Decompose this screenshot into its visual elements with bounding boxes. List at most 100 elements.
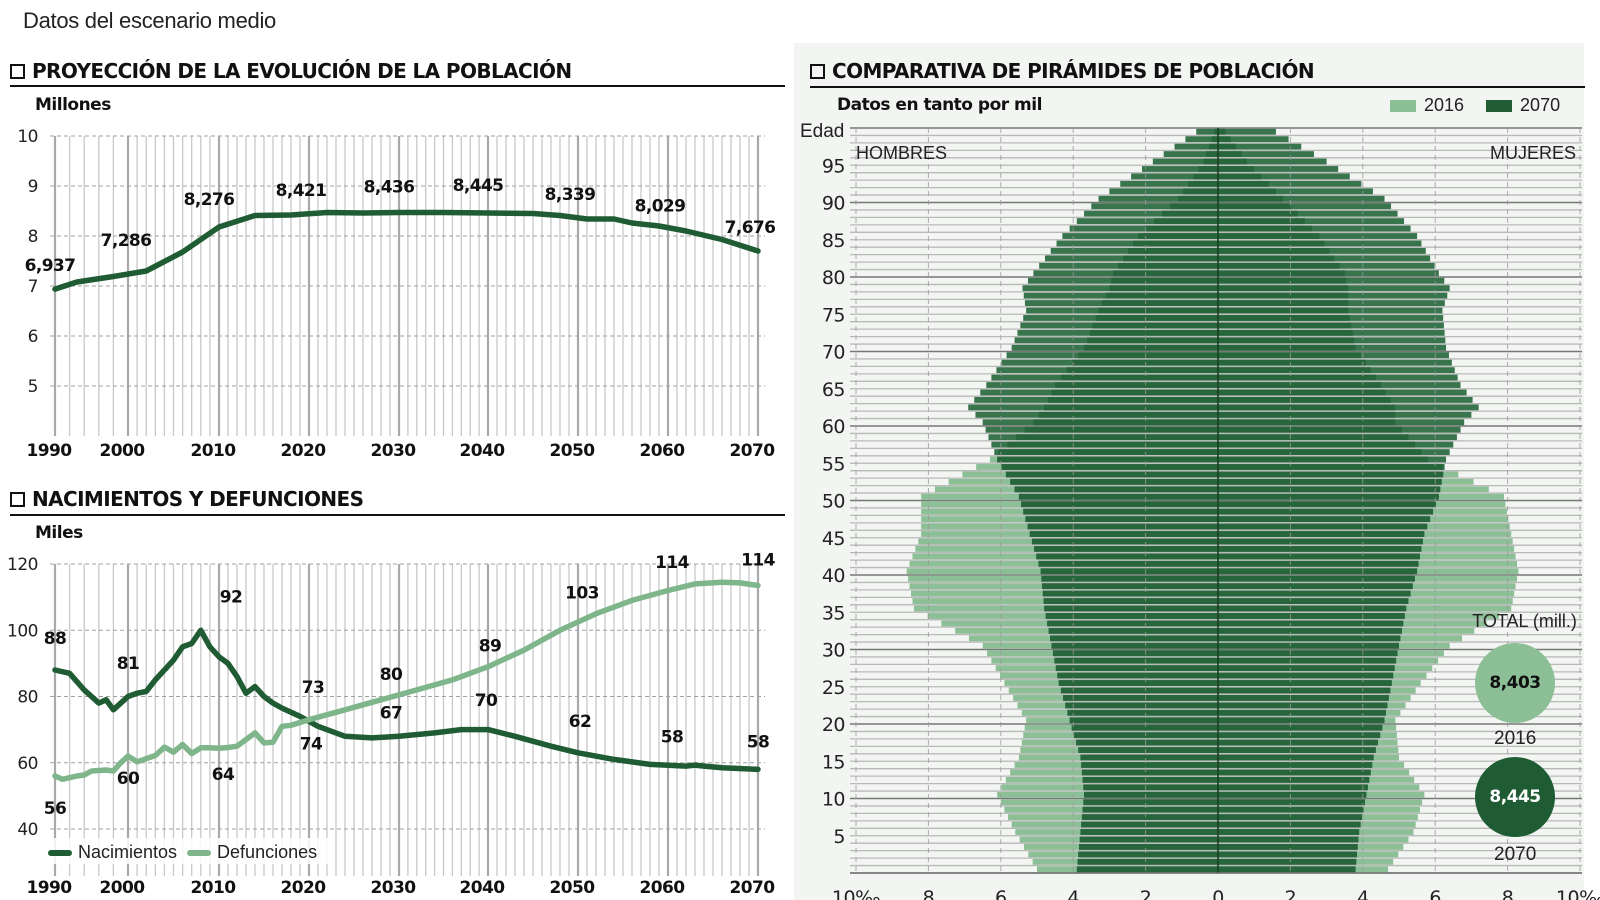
svg-text:8,029: 8,029 [635, 197, 686, 217]
svg-text:40: 40 [822, 565, 845, 587]
svg-text:62: 62 [569, 712, 591, 732]
deaths-legend-swatch [187, 849, 212, 856]
svg-text:58: 58 [747, 733, 769, 753]
svg-text:2060: 2060 [640, 878, 686, 898]
chart-subtitle: Datos del escenario medio [23, 8, 276, 33]
svg-text:2010: 2010 [191, 441, 237, 461]
svg-text:103: 103 [565, 583, 599, 603]
svg-text:120: 120 [7, 555, 38, 575]
svg-text:2: 2 [1285, 887, 1297, 900]
births-legend-label: Nacimientos [78, 842, 178, 862]
svg-text:73: 73 [302, 678, 324, 698]
pyramid-unit-label: Datos en tanto por mil [837, 95, 1042, 115]
svg-text:4: 4 [1357, 887, 1369, 900]
svg-text:60: 60 [822, 416, 845, 438]
svg-text:2030: 2030 [371, 878, 417, 898]
svg-text:65: 65 [822, 379, 845, 401]
svg-text:8,445: 8,445 [453, 176, 504, 196]
svg-text:10‰: 10‰ [832, 887, 880, 900]
svg-text:30: 30 [822, 640, 845, 662]
svg-text:2060: 2060 [640, 441, 686, 461]
legend-2016-swatch [1390, 99, 1416, 112]
svg-text:92: 92 [220, 587, 242, 607]
svg-text:2050: 2050 [550, 878, 596, 898]
svg-text:2: 2 [1140, 887, 1152, 900]
legend-2070-swatch [1486, 99, 1513, 112]
svg-text:8: 8 [923, 887, 935, 900]
svg-text:81: 81 [117, 654, 139, 674]
svg-text:114: 114 [741, 551, 775, 571]
svg-text:90: 90 [822, 193, 845, 215]
population-chart-title: PROYECCIÓN DE LA EVOLUCIÓN DE LA POBLACI… [10, 59, 572, 83]
age-axis-label: Edad [800, 121, 845, 142]
svg-text:95: 95 [822, 155, 845, 177]
legend-2070-label: 2070 [1520, 95, 1561, 115]
svg-text:85: 85 [822, 230, 845, 252]
births-deaths-legend: Nacimientos Defunciones [48, 842, 317, 863]
svg-text:2020: 2020 [281, 441, 327, 461]
svg-text:8,436: 8,436 [364, 178, 415, 198]
births-deaths-unit-label: Miles [35, 523, 83, 543]
pyramid-chart-title: COMPARATIVA DE PIRÁMIDES DE POBLACIÓN [810, 59, 1315, 83]
svg-text:1990: 1990 [27, 878, 73, 898]
births-deaths-title-rule [10, 514, 785, 516]
svg-text:55: 55 [822, 453, 845, 475]
svg-text:6,937: 6,937 [25, 256, 76, 276]
population-title-rule [10, 85, 785, 87]
svg-text:50: 50 [822, 491, 845, 513]
svg-text:9: 9 [28, 177, 38, 197]
svg-text:80: 80 [822, 267, 845, 289]
svg-text:2030: 2030 [371, 441, 417, 461]
svg-text:70: 70 [822, 342, 845, 364]
svg-text:5: 5 [833, 826, 845, 848]
svg-text:2020: 2020 [281, 878, 327, 898]
svg-text:10: 10 [17, 127, 38, 147]
svg-text:100: 100 [7, 621, 38, 641]
svg-text:80: 80 [380, 665, 403, 685]
svg-text:20: 20 [822, 714, 845, 736]
svg-text:67: 67 [380, 703, 402, 723]
total-2016-year: 2016 [1494, 728, 1537, 749]
svg-text:2050: 2050 [550, 441, 596, 461]
svg-text:2010: 2010 [191, 878, 237, 898]
svg-text:6: 6 [1429, 887, 1441, 900]
svg-text:25: 25 [822, 677, 845, 699]
total-2016-circle: 8,403 [1475, 643, 1555, 723]
svg-text:2000: 2000 [100, 878, 146, 898]
svg-text:58: 58 [661, 727, 683, 747]
section-square-icon [10, 491, 25, 507]
svg-text:0: 0 [1212, 887, 1224, 900]
svg-text:8,421: 8,421 [276, 181, 327, 201]
svg-text:8: 8 [28, 227, 38, 247]
legend-2016-label: 2016 [1424, 95, 1465, 115]
svg-text:60: 60 [117, 769, 140, 789]
svg-text:89: 89 [479, 636, 501, 656]
svg-text:64: 64 [212, 765, 235, 785]
svg-text:10: 10 [822, 789, 845, 811]
svg-text:15: 15 [822, 751, 845, 773]
svg-text:75: 75 [822, 304, 845, 326]
svg-text:7,286: 7,286 [101, 231, 152, 251]
svg-text:2040: 2040 [460, 441, 506, 461]
svg-text:7: 7 [28, 277, 38, 297]
svg-text:6: 6 [995, 887, 1007, 900]
births-deaths-title-text: NACIMIENTOS Y DEFUNCIONES [32, 487, 364, 511]
pyramid-legend: 2016 2070 [1390, 95, 1560, 116]
total-2070-circle: 8,445 [1475, 757, 1555, 837]
svg-text:56: 56 [44, 799, 66, 819]
svg-text:2070: 2070 [730, 878, 776, 898]
section-square-icon [10, 63, 25, 79]
svg-text:2040: 2040 [460, 878, 506, 898]
svg-text:8: 8 [1502, 887, 1514, 900]
women-label: MUJERES [1490, 143, 1577, 163]
svg-text:4: 4 [1067, 887, 1079, 900]
svg-text:88: 88 [44, 629, 66, 649]
total-2070-year: 2070 [1494, 844, 1537, 865]
births-deaths-chart-title: NACIMIENTOS Y DEFUNCIONES [10, 487, 364, 511]
men-label: HOMBRES [856, 143, 948, 163]
svg-text:35: 35 [822, 602, 845, 624]
svg-text:2070: 2070 [730, 441, 776, 461]
svg-text:5: 5 [28, 377, 38, 397]
pyramid-title-rule [810, 86, 1585, 88]
